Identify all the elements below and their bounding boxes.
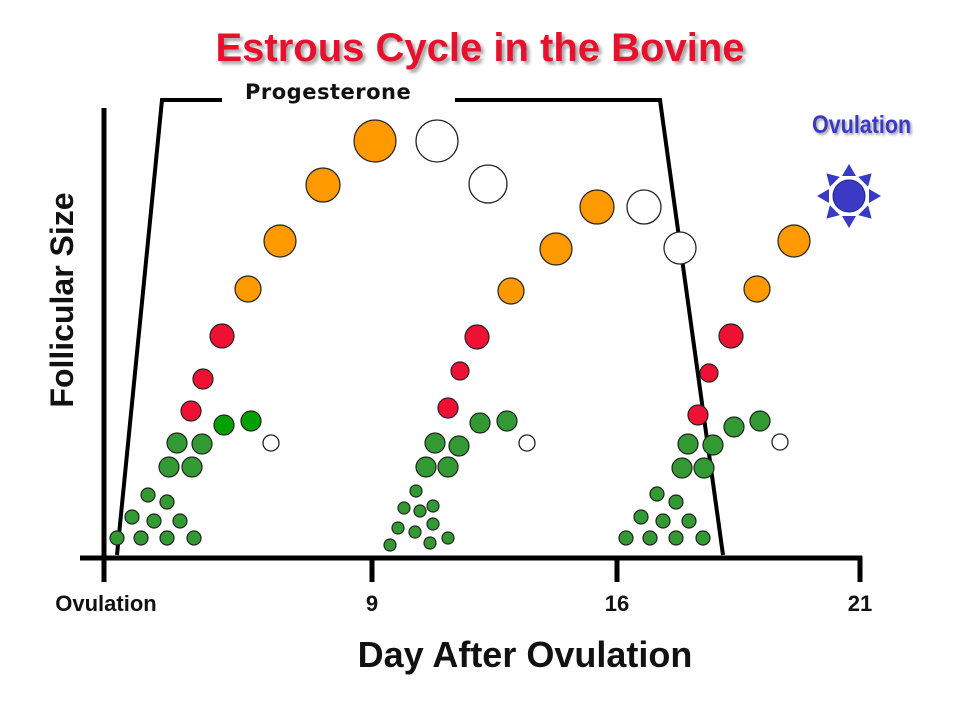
follicle-wave-3 — [618, 224, 811, 546]
progesterone-label: Progesterone — [245, 80, 412, 104]
follicle-green-dark — [693, 457, 715, 479]
follicle-green-dark — [181, 456, 203, 478]
ovulation-sun-core — [832, 179, 866, 213]
follicle-green-dark — [397, 501, 411, 515]
x-axis-label: Day After Ovulation — [357, 634, 693, 675]
follicle-green-dark — [426, 499, 440, 513]
follicle-green-dark — [166, 432, 188, 454]
follicle-green-dark — [413, 504, 427, 518]
follicle-orange — [234, 275, 262, 303]
follicle-orange — [743, 275, 771, 303]
sun-ray — [842, 164, 856, 176]
x-tick-label-16: 16 — [604, 591, 630, 616]
follicle-green-dark — [423, 536, 437, 550]
follicle-green-dark — [424, 432, 446, 454]
follicle-waves — [109, 119, 811, 552]
follicle-green-bright — [240, 410, 262, 432]
follicle-green-dark — [146, 513, 162, 529]
follicle-green-dark — [668, 530, 684, 546]
follicle-red — [687, 404, 709, 426]
follicle-red — [464, 324, 490, 350]
follicle-red — [192, 368, 214, 390]
progesterone-label-gap — [222, 94, 455, 106]
diagram-title: Estrous Cycle in the Bovine — [215, 26, 745, 70]
follicle-red — [180, 400, 202, 422]
follicle-green-dark — [655, 513, 671, 529]
follicle-green-dark — [133, 530, 149, 546]
follicle-green-dark — [186, 530, 202, 546]
follicle-green-dark — [159, 494, 175, 510]
follicle-green-dark — [448, 435, 470, 457]
ovulation-marker-label: Ovulation — [812, 111, 912, 139]
x-tick-label-9: 9 — [365, 591, 379, 616]
follicle-orange — [263, 224, 297, 258]
follicle-white — [262, 434, 280, 452]
follicle-green-bright — [213, 414, 235, 436]
x-tick-label-21: 21 — [847, 591, 873, 616]
axes — [80, 108, 863, 582]
follicle-green-dark — [749, 410, 771, 432]
follicle-green-dark — [172, 513, 188, 529]
follicle-green-dark — [633, 509, 649, 525]
follicle-green-dark — [109, 530, 125, 546]
y-axis-label: Follicular Size — [44, 192, 80, 408]
follicle-orange — [579, 189, 615, 225]
follicle-green-dark — [158, 456, 180, 478]
sun-ray — [842, 216, 856, 228]
sun-ray — [858, 173, 872, 187]
follicle-white — [518, 434, 536, 452]
follicle-green-dark — [469, 412, 491, 434]
follicle-green-dark — [191, 433, 213, 455]
follicle-green-dark — [124, 509, 140, 525]
sun-ray — [869, 189, 881, 203]
follicle-green-dark — [140, 487, 156, 503]
follicle-green-dark — [681, 513, 697, 529]
follicle-green-dark — [383, 538, 397, 552]
follicle-white — [663, 231, 697, 265]
ovulation-sun-icon — [817, 164, 881, 228]
follicle-red — [699, 363, 719, 383]
follicle-orange — [353, 119, 397, 163]
follicle-orange — [777, 224, 811, 258]
follicle-red — [718, 323, 744, 349]
follicle-green-dark — [695, 530, 711, 546]
follicle-green-dark — [159, 530, 175, 546]
follicle-red — [437, 397, 459, 419]
follicle-red — [450, 361, 470, 381]
follicle-green-dark — [677, 433, 699, 455]
follicle-green-dark — [409, 484, 423, 498]
follicle-green-dark — [642, 530, 658, 546]
follicle-orange — [539, 232, 573, 266]
follicle-green-dark — [649, 486, 665, 502]
follicle-wave-2 — [383, 189, 697, 552]
follicle-green-dark — [391, 521, 405, 535]
follicle-green-dark — [408, 525, 422, 539]
follicle-green-dark — [702, 434, 724, 456]
sun-ray — [817, 189, 829, 203]
x-tick-label-ovulation: Ovulation — [55, 591, 157, 616]
sun-ray — [826, 205, 840, 219]
follicle-white — [468, 164, 508, 204]
follicle-green-dark — [668, 494, 684, 510]
follicle-orange — [305, 167, 341, 203]
sun-ray — [826, 173, 840, 187]
follicle-white — [626, 189, 662, 225]
sun-ray — [858, 205, 872, 219]
follicle-green-dark — [441, 531, 455, 545]
follicle-green-dark — [437, 456, 459, 478]
follicle-white — [771, 433, 789, 451]
follicle-red — [209, 323, 235, 349]
follicle-green-dark — [671, 457, 693, 479]
follicle-green-dark — [426, 517, 440, 531]
x-tick-marks — [101, 556, 863, 582]
follicle-green-dark — [618, 530, 634, 546]
follicle-wave-1 — [109, 119, 508, 546]
follicle-green-dark — [496, 410, 518, 432]
follicle-orange — [497, 277, 525, 305]
follicle-green-dark — [723, 416, 745, 438]
follicle-white — [415, 119, 459, 163]
follicle-green-dark — [415, 456, 437, 478]
